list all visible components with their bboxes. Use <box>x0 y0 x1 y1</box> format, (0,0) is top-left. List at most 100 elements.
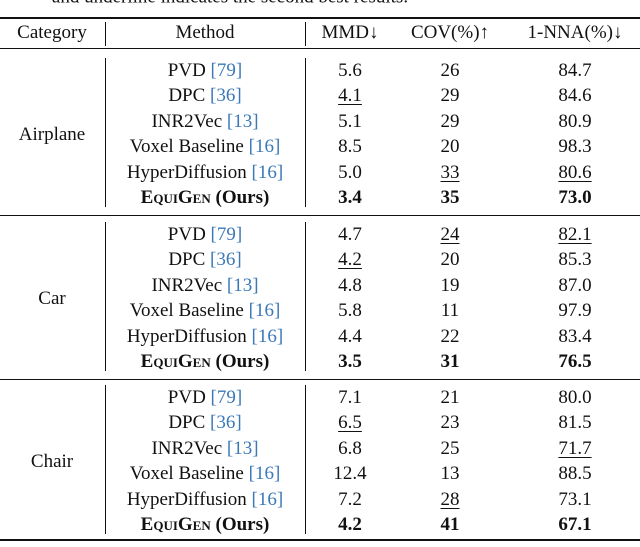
method-name: INR2Vec <box>151 274 223 296</box>
rule <box>305 58 306 207</box>
method-cell: HyperDiffusion [16] <box>127 162 283 184</box>
value-cell: 4.8 <box>338 274 362 296</box>
value-cell: 71.7 <box>558 437 592 459</box>
citation: [16] <box>251 325 284 347</box>
method-cell: DPC [36] <box>168 412 241 434</box>
citation: [16] <box>248 136 281 158</box>
rule <box>105 22 106 46</box>
method-cell: DPC [36] <box>168 85 241 107</box>
value-cell: 13 <box>440 463 460 485</box>
value-cell: 4.7 <box>338 223 362 245</box>
method-cell: PVD [79] <box>168 224 242 246</box>
method-name: INR2Vec <box>151 110 223 132</box>
category: Airplane <box>18 123 86 145</box>
rule <box>105 385 106 534</box>
value-cell: 29 <box>440 110 460 132</box>
rule <box>0 539 640 541</box>
rule <box>305 22 306 46</box>
method-cell: PVD [79] <box>168 387 242 409</box>
value-cell: 26 <box>440 59 460 81</box>
citation: [36] <box>210 412 242 434</box>
method-note: (Ours) <box>215 351 270 373</box>
citation: [13] <box>226 437 259 459</box>
citation: [16] <box>248 300 281 322</box>
method-name: HyperDiffusion <box>126 161 247 183</box>
value-cell: 73.1 <box>558 488 592 510</box>
value-cell: 20 <box>440 249 460 271</box>
method-cell: DPC [36] <box>168 249 241 271</box>
value-cell: 6.5 <box>338 412 362 434</box>
category: Chair <box>30 450 74 472</box>
value-cell: 5.0 <box>338 161 362 183</box>
citation: [36] <box>210 249 242 271</box>
method-name: HyperDiffusion <box>126 488 247 510</box>
header-cell: Method <box>175 22 235 43</box>
value-cell: 6.8 <box>338 437 362 459</box>
rule <box>305 385 306 534</box>
method-name: PVD <box>167 386 206 408</box>
value-cell: 31 <box>440 351 460 373</box>
value-cell: 4.4 <box>338 325 362 347</box>
method-name: INR2Vec <box>151 437 223 459</box>
value-cell: 73.0 <box>558 187 592 209</box>
method-name: DPC <box>168 85 206 107</box>
citation: [16] <box>248 463 281 485</box>
citation: [16] <box>251 488 284 510</box>
value-cell: 24 <box>440 223 460 245</box>
method-cell: Voxel Baseline [16] <box>130 300 281 322</box>
rule <box>105 222 106 371</box>
value-cell: 35 <box>440 187 460 209</box>
citation: [13] <box>226 110 259 132</box>
value-cell: 4.1 <box>338 85 362 107</box>
rule <box>0 379 640 380</box>
value-cell: 67.1 <box>558 514 592 536</box>
value-cell: 4.2 <box>338 249 362 271</box>
value-cell: 80.9 <box>558 110 592 132</box>
value-cell: 8.5 <box>338 136 362 158</box>
method-name: EquiGen <box>140 187 211 209</box>
value-cell: 97.9 <box>558 300 592 322</box>
value-cell: 22 <box>440 325 460 347</box>
value-cell: 21 <box>440 386 460 408</box>
value-cell: 4.2 <box>338 514 362 536</box>
category: Car <box>38 287 66 309</box>
header-cell: Category <box>17 22 87 43</box>
method-cell: EquiGen (Ours) <box>141 187 270 209</box>
value-cell: 5.8 <box>338 300 362 322</box>
citation: [79] <box>210 59 243 81</box>
value-cell: 5.1 <box>338 110 362 132</box>
method-cell: Voxel Baseline [16] <box>130 463 281 485</box>
value-cell: 80.0 <box>558 386 592 408</box>
value-cell: 84.7 <box>558 59 592 81</box>
method-cell: Voxel Baseline [16] <box>130 136 281 158</box>
method-cell: HyperDiffusion [16] <box>127 326 283 348</box>
rule <box>0 48 640 49</box>
value-cell: 98.3 <box>558 136 592 158</box>
value-cell: 82.1 <box>558 223 592 245</box>
method-name: PVD <box>167 223 206 245</box>
value-cell: 76.5 <box>558 351 592 373</box>
value-cell: 81.5 <box>558 412 592 434</box>
value-cell: 33 <box>440 161 460 183</box>
method-cell: INR2Vec [13] <box>151 275 258 297</box>
method-name: DPC <box>168 249 206 271</box>
value-cell: 20 <box>440 136 460 158</box>
method-name: Voxel Baseline <box>129 300 244 322</box>
value-cell: 23 <box>440 412 460 434</box>
value-cell: 87.0 <box>558 274 592 296</box>
method-name: HyperDiffusion <box>126 325 247 347</box>
value-cell: 28 <box>440 488 460 510</box>
rule <box>305 222 306 371</box>
method-name: Voxel Baseline <box>129 136 244 158</box>
value-cell: 12.4 <box>333 463 367 485</box>
value-cell: 41 <box>440 514 460 536</box>
value-cell: 84.6 <box>558 85 592 107</box>
citation: [36] <box>210 85 242 107</box>
method-cell: PVD [79] <box>168 60 242 82</box>
value-cell: 85.3 <box>558 249 592 271</box>
rule <box>0 215 640 216</box>
method-name: DPC <box>168 412 206 434</box>
method-cell: INR2Vec [13] <box>151 438 258 460</box>
value-cell: 19 <box>440 274 460 296</box>
method-note: (Ours) <box>215 187 270 209</box>
